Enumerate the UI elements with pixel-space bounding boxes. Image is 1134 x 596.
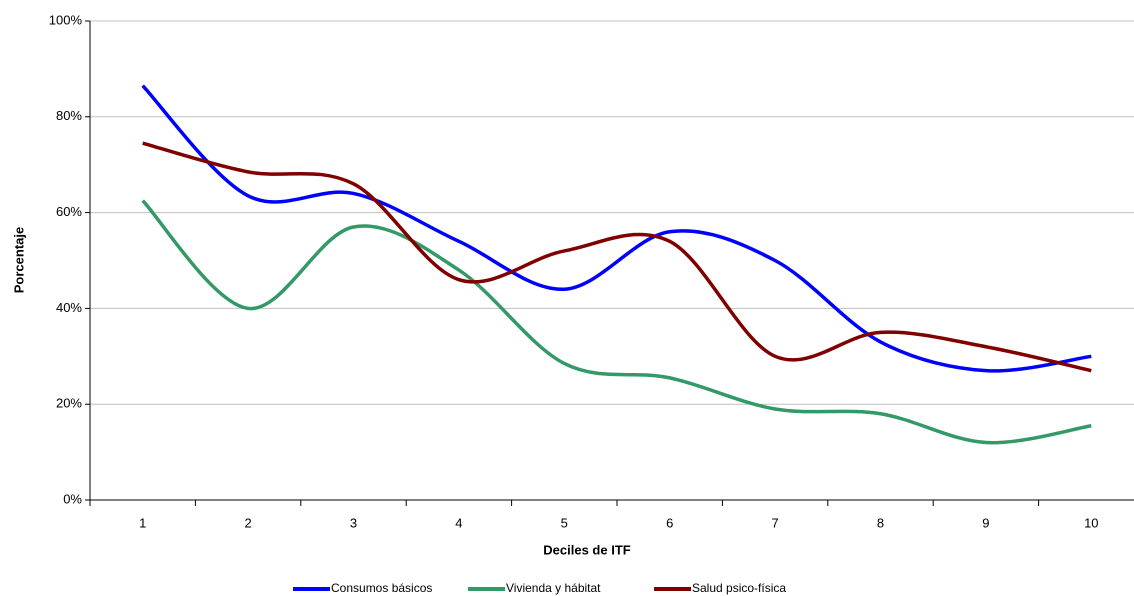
legend-label: Consumos básicos: [331, 581, 432, 595]
y-tick-label: 0%: [63, 491, 82, 506]
series-line: [141, 199, 1092, 445]
y-tick-label: 80%: [56, 108, 82, 123]
series-line: [142, 141, 1092, 373]
y-tick-label: 20%: [56, 396, 82, 411]
x-tick-label: 6: [666, 515, 673, 530]
y-tick-label: 60%: [56, 204, 82, 219]
series-line: [141, 84, 1092, 373]
x-axis-label: Deciles de ITF: [543, 542, 630, 557]
x-tick-label: 5: [561, 515, 568, 530]
y-tick-label: 100%: [49, 12, 83, 27]
y-tick-label: 40%: [56, 300, 82, 315]
legend-label: Vivienda y hábitat: [506, 581, 601, 595]
x-tick-label: 3: [350, 515, 357, 530]
x-tick-label: 1: [139, 515, 146, 530]
legend-label: Salud psico-física: [692, 581, 786, 595]
x-tick-label: 9: [982, 515, 989, 530]
x-tick-label: 4: [455, 515, 462, 530]
x-tick-label: 10: [1084, 515, 1098, 530]
x-tick-label: 7: [771, 515, 778, 530]
x-tick-label: 2: [244, 515, 251, 530]
x-tick-label: 8: [877, 515, 884, 530]
y-axis-label: Porcentaje: [11, 227, 26, 293]
